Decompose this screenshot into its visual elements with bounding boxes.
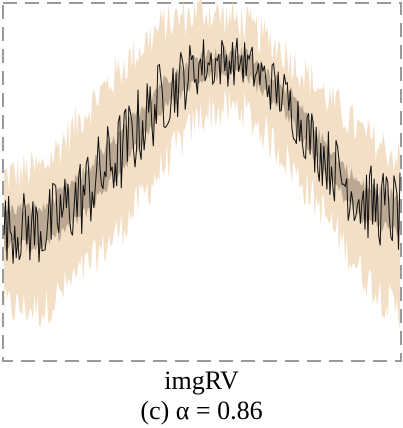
sample-series-line [3, 37, 401, 264]
subfigure-caption: (c) α = 0.86 [140, 396, 263, 425]
line-chart [2, 0, 402, 362]
method-caption: imgRV [164, 366, 239, 395]
outer-variance-band [4, 0, 400, 329]
